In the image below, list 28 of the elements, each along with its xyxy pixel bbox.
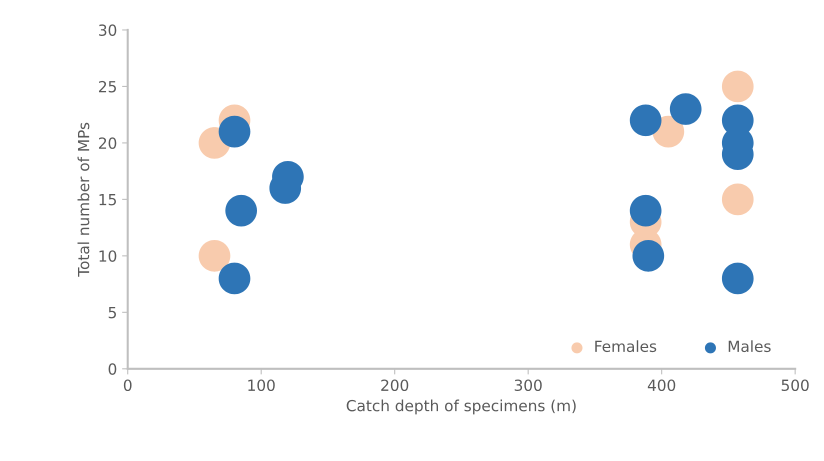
point xyxy=(218,116,250,148)
point xyxy=(225,194,258,227)
point xyxy=(630,194,662,227)
y-tick-label: 15 xyxy=(100,194,116,206)
x-tick-label: 500 xyxy=(782,379,809,392)
y-tick-label: 0 xyxy=(108,363,116,375)
y-tick-label: 10 xyxy=(100,250,116,262)
point xyxy=(722,262,754,294)
point xyxy=(630,104,662,136)
y-tick-label: 5 xyxy=(108,306,116,318)
point xyxy=(632,240,664,272)
x-tick-label: 200 xyxy=(381,379,408,392)
legend-label: Females xyxy=(595,340,656,352)
x-tick-label: 0 xyxy=(124,379,132,392)
point xyxy=(670,93,702,125)
y-tick-label: 30 xyxy=(99,24,116,36)
x-tick-label: 300 xyxy=(514,379,542,392)
x-axis-title: Catch depth of specimens (m) xyxy=(346,400,576,414)
x-tick-label: 400 xyxy=(648,379,676,392)
point xyxy=(198,240,230,272)
point xyxy=(722,70,754,102)
y-tick-label: 20 xyxy=(98,137,116,149)
y-tick-label: 25 xyxy=(98,80,116,92)
y-axis-title: Total number of MPs xyxy=(78,122,90,277)
legend-label: Males xyxy=(728,340,771,352)
point xyxy=(218,262,250,294)
point xyxy=(722,184,754,216)
x-tick-label: 100 xyxy=(248,379,275,392)
